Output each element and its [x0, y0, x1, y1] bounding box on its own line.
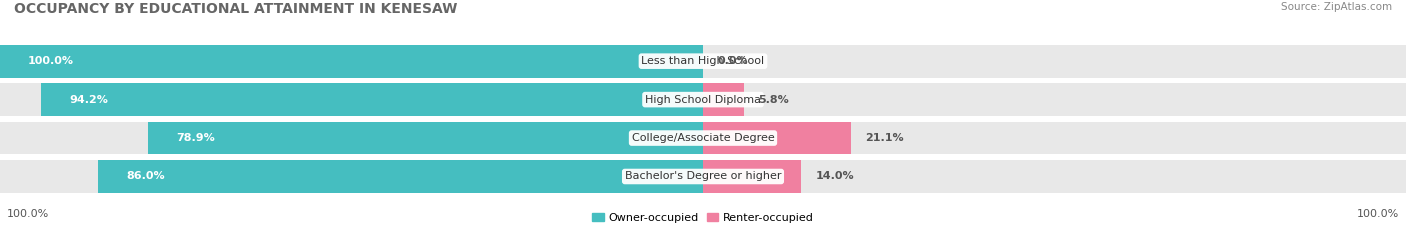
Text: Less than High School: Less than High School — [641, 56, 765, 66]
Bar — [0, 122, 703, 154]
Text: 0.0%: 0.0% — [717, 56, 748, 66]
Text: 14.0%: 14.0% — [815, 171, 853, 182]
Bar — [0, 45, 703, 78]
Bar — [41, 83, 703, 116]
Text: Bachelor's Degree or higher: Bachelor's Degree or higher — [624, 171, 782, 182]
Bar — [703, 122, 852, 154]
Text: OCCUPANCY BY EDUCATIONAL ATTAINMENT IN KENESAW: OCCUPANCY BY EDUCATIONAL ATTAINMENT IN K… — [14, 2, 457, 16]
Text: 78.9%: 78.9% — [177, 133, 215, 143]
Bar — [0, 45, 703, 78]
Bar — [703, 45, 1406, 78]
Bar — [703, 160, 801, 193]
Legend: Owner-occupied, Renter-occupied: Owner-occupied, Renter-occupied — [588, 209, 818, 227]
Bar — [703, 83, 1406, 116]
Bar — [0, 160, 703, 193]
Bar — [703, 83, 744, 116]
Text: 100.0%: 100.0% — [7, 209, 49, 219]
Text: Source: ZipAtlas.com: Source: ZipAtlas.com — [1281, 2, 1392, 12]
Text: 21.1%: 21.1% — [866, 133, 904, 143]
Text: 94.2%: 94.2% — [69, 95, 108, 105]
Bar — [98, 160, 703, 193]
Text: College/Associate Degree: College/Associate Degree — [631, 133, 775, 143]
Text: 5.8%: 5.8% — [758, 95, 789, 105]
Text: High School Diploma: High School Diploma — [645, 95, 761, 105]
Text: 86.0%: 86.0% — [127, 171, 165, 182]
Bar — [703, 160, 1406, 193]
Text: 100.0%: 100.0% — [28, 56, 75, 66]
Bar — [148, 122, 703, 154]
Bar — [0, 83, 703, 116]
Bar — [703, 122, 1406, 154]
Text: 100.0%: 100.0% — [1357, 209, 1399, 219]
